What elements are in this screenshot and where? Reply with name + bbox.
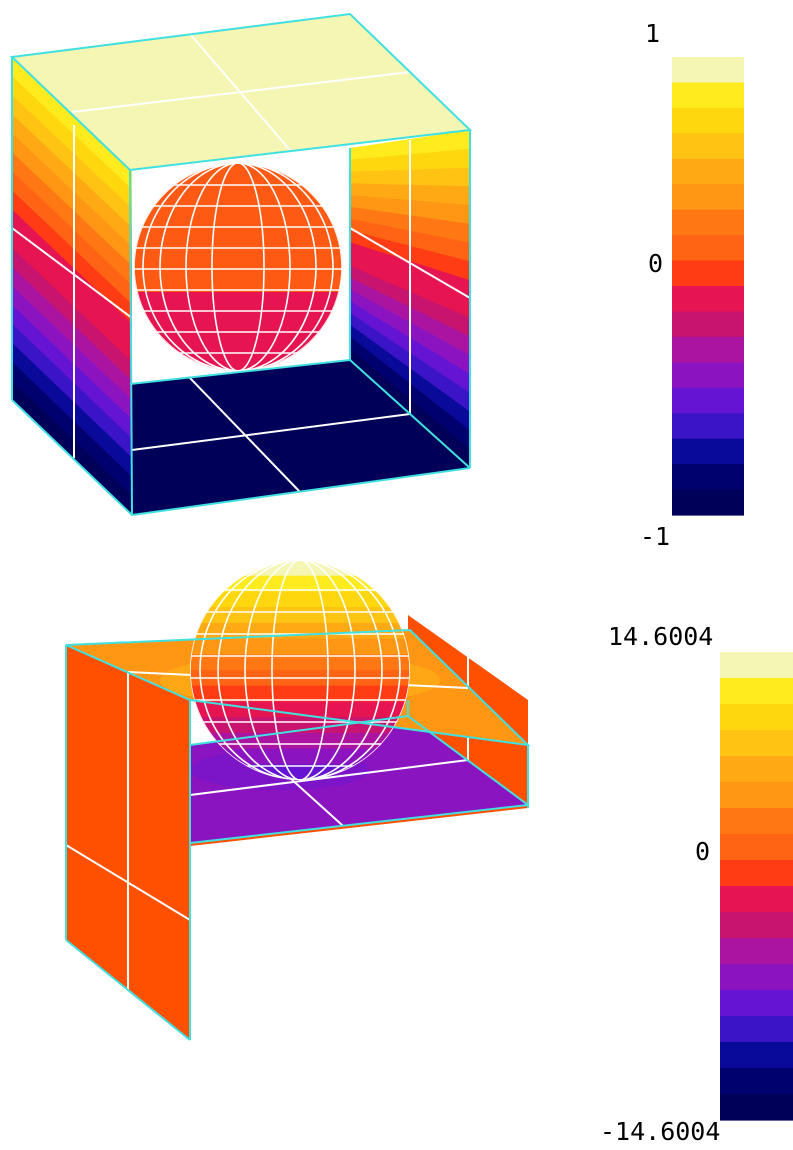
colorbar-2-min-label: -14.6004 <box>600 1117 720 1146</box>
colorbar-2: 14.6004 0 -14.6004 <box>600 622 793 1146</box>
sphere-band <box>190 638 410 655</box>
colorbar-swatch <box>720 756 793 783</box>
face-band <box>12 361 132 497</box>
colorbar-swatch <box>720 1016 793 1043</box>
colorbar-swatch <box>720 886 793 913</box>
colorbar-swatch <box>720 678 793 705</box>
cube-2-edges <box>65 628 531 1041</box>
colorbar-swatch <box>720 704 793 731</box>
colorbar-swatch <box>672 158 744 185</box>
colorbar-swatch <box>672 184 744 211</box>
colorbar-swatch <box>720 834 793 861</box>
colorbar-swatch <box>720 860 793 887</box>
sphere-1 <box>134 163 342 371</box>
colorbar-swatch <box>672 464 744 491</box>
colorbar-1: 1 0 -1 <box>640 19 744 551</box>
colorbar-swatch <box>672 336 744 363</box>
colorbar-swatch <box>672 489 744 516</box>
colorbar-swatch <box>672 82 744 109</box>
colorbar-swatch <box>720 782 793 809</box>
face-band <box>12 380 132 516</box>
colorbar-1-max-label: 1 <box>645 19 660 48</box>
cube-1-right-grid <box>349 140 471 414</box>
sphere-band <box>190 607 410 624</box>
plot-1: 1 0 -1 <box>9 12 744 551</box>
colorbar-swatch <box>672 311 744 338</box>
colorbar-swatch <box>720 990 793 1017</box>
cube-2-left-grid <box>65 672 191 990</box>
face-band <box>12 152 132 286</box>
sphere-band <box>190 622 410 640</box>
cube-1-edges <box>9 12 473 516</box>
colorbar-swatch <box>720 730 793 757</box>
colorbar-1-min-label: -1 <box>640 522 670 551</box>
face-band <box>12 133 132 267</box>
colorbar-swatch <box>672 286 744 313</box>
colorbar-swatch <box>720 1042 793 1069</box>
face-band <box>12 304 132 439</box>
face-band <box>12 171 132 305</box>
sphere-band <box>190 560 410 577</box>
colorbar-swatch <box>672 413 744 440</box>
colorbar-swatch <box>720 964 793 991</box>
face-band <box>12 114 132 248</box>
face-band <box>12 247 132 382</box>
face-band <box>12 209 132 344</box>
colorbar-2-swatches <box>720 652 793 1121</box>
colorbar-1-swatches <box>672 57 744 516</box>
face-band <box>12 342 132 478</box>
colorbar-2-mid-label: 0 <box>695 837 710 866</box>
colorbar-swatch <box>672 57 744 84</box>
colorbar-swatch <box>672 209 744 236</box>
colorbar-swatch <box>720 912 793 939</box>
face-band <box>12 228 132 363</box>
face-band <box>12 190 132 324</box>
face-band <box>12 323 132 459</box>
face-band <box>12 285 132 420</box>
sphere-band <box>190 685 410 702</box>
cube-1-left-face <box>12 57 132 516</box>
face-band <box>12 266 132 401</box>
face-band <box>12 76 132 209</box>
sphere-band <box>190 591 410 608</box>
colorbar-swatch <box>672 235 744 262</box>
cube-1-top-grid <box>71 33 411 151</box>
colorbar-swatch <box>672 362 744 389</box>
plot-2: 14.6004 0 -14.6004 <box>65 560 793 1146</box>
sphere-2 <box>190 560 410 780</box>
colorbar-swatch <box>672 133 744 160</box>
colorbar-1-mid-label: 0 <box>648 249 663 278</box>
cube-1-left-grid <box>11 125 133 458</box>
sphere-1-mesh <box>134 163 342 371</box>
sphere-band <box>190 701 410 718</box>
colorbar-swatch <box>720 652 793 679</box>
colorbar-swatch <box>720 1068 793 1095</box>
colorbar-swatch <box>672 387 744 414</box>
colorbar-swatch <box>720 808 793 835</box>
cube-1-floor-face <box>130 360 470 515</box>
colorbar-swatch <box>720 938 793 965</box>
cube-1-floor-grid <box>131 377 411 493</box>
colorbar-2-max-label: 14.6004 <box>608 622 713 651</box>
face-band <box>12 57 132 190</box>
colorbar-swatch <box>672 107 744 134</box>
colorbar-swatch <box>672 260 744 287</box>
face-band <box>12 95 132 229</box>
colorbar-swatch <box>672 438 744 465</box>
colorbar-swatch <box>720 1094 793 1121</box>
